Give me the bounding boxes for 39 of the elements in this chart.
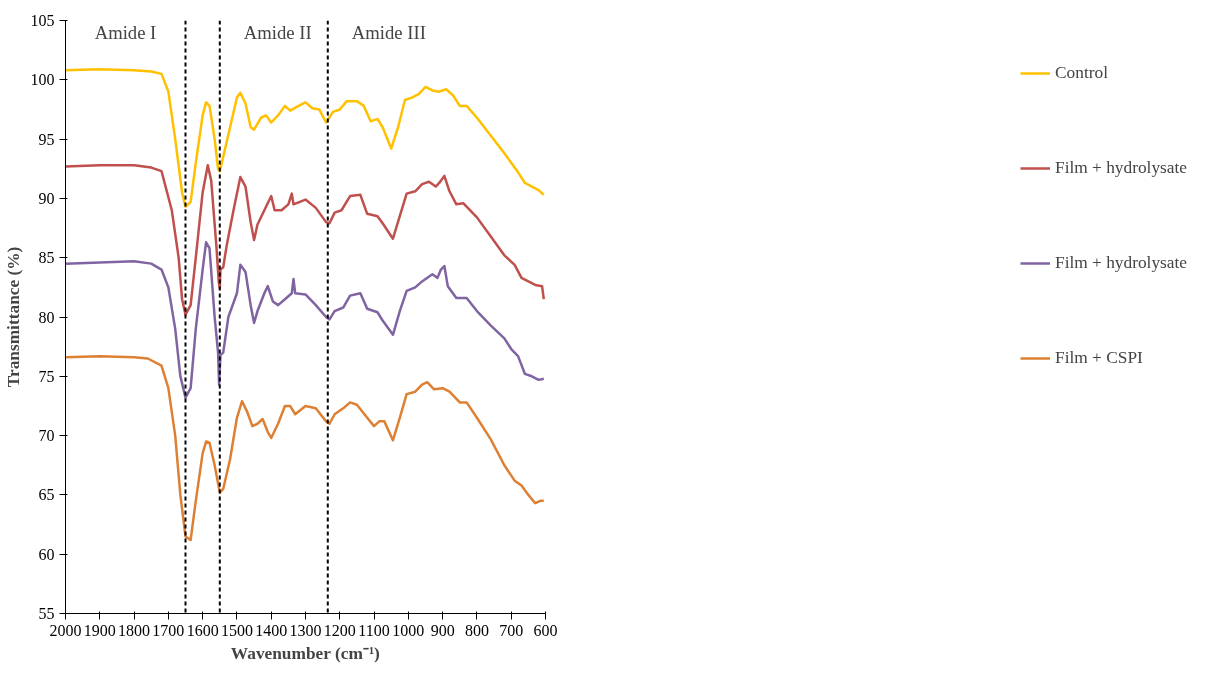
x-tick-label: 1900 [83, 621, 116, 639]
y-tick-label: 100 [30, 71, 55, 89]
x-tick-label: 2000 [49, 621, 82, 639]
x-tick-label: 800 [464, 621, 489, 639]
y-axis-title: Transmittance (%) [3, 246, 23, 388]
y-tick-label: 85 [38, 249, 55, 267]
x-tick-label: 700 [499, 621, 524, 639]
line-series [65, 241, 546, 399]
annotation: Amide I [94, 22, 157, 43]
y-tick-label: 65 [38, 486, 55, 504]
legend-label: Film + CSPI [1055, 346, 1144, 369]
y-tick-label: 105 [30, 12, 55, 29]
line-series [65, 354, 546, 542]
y-tick-label: 90 [38, 189, 55, 207]
y-tick-label: 55 [38, 605, 55, 622]
legend-label: Film + hydrolysate [1055, 156, 1189, 179]
legend-label: Film + hydrolysate [1055, 251, 1189, 274]
x-tick-label: 1400 [255, 621, 288, 639]
x-tick-label: 1300 [289, 621, 322, 639]
x-tick-label: 1700 [152, 621, 185, 639]
x-tick-label: 900 [430, 621, 455, 639]
y-tick-label: 95 [38, 130, 55, 148]
y-tick-label: 80 [38, 308, 55, 326]
annotation: Amide III [351, 22, 426, 43]
line-series [65, 67, 546, 208]
line-series [65, 163, 546, 316]
y-tick-label: 75 [38, 367, 55, 385]
legend-label: Control [1055, 61, 1109, 84]
x-tick-label: 1200 [323, 621, 356, 639]
x-axis-title: Wavenumber (cm⁻¹) [230, 643, 381, 663]
annotation: Amide II [243, 22, 312, 43]
x-tick-label: 1100 [358, 621, 390, 639]
x-tick-label: 600 [533, 621, 558, 639]
x-tick-label: 1500 [220, 621, 253, 639]
y-tick-label: 70 [38, 427, 55, 445]
x-tick-label: 1000 [392, 621, 425, 639]
x-tick-label: 1800 [118, 621, 151, 639]
y-tick-label: 60 [38, 545, 55, 563]
x-tick-label: 1600 [186, 621, 219, 639]
